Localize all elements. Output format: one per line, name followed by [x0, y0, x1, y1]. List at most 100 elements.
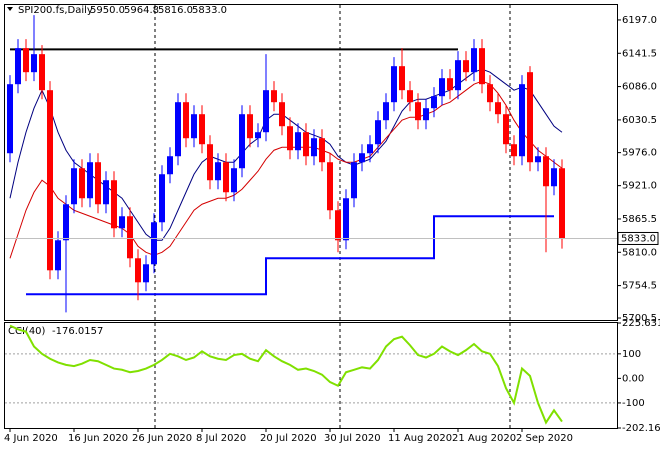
candle-body: [135, 258, 141, 283]
candle-body: [343, 198, 349, 241]
candle-body: [87, 162, 93, 199]
cci-value: -176.0157: [52, 326, 103, 337]
x-tick-label: 30 Jul 2020: [324, 433, 381, 444]
candle-body: [7, 84, 13, 154]
candle-body: [71, 168, 77, 205]
candle-body: [103, 180, 109, 205]
candle-body: [279, 102, 285, 127]
dropdown-arrow[interactable]: [7, 7, 13, 11]
candle-body: [415, 102, 421, 121]
x-tick-label: 2 Sep 2020: [516, 433, 573, 444]
candle-body: [463, 60, 469, 73]
candle-body: [479, 48, 485, 85]
candle-body: [407, 90, 413, 103]
candle-body: [31, 54, 37, 73]
x-tick-label: 21 Aug 2020: [452, 433, 516, 444]
candle-body: [263, 90, 269, 133]
candle-body: [503, 114, 509, 145]
candle-body: [159, 174, 165, 223]
candle-body: [247, 114, 253, 139]
candle-body: [391, 66, 397, 103]
y-tick-label: -100: [622, 398, 645, 409]
candle-body: [111, 180, 117, 229]
y-tick-label: 5700.5: [622, 313, 657, 324]
candle-body: [175, 102, 181, 157]
candle-body: [199, 114, 205, 145]
candle-body: [319, 138, 325, 163]
candle-body: [63, 204, 69, 241]
cci-panel-frame: [4, 322, 618, 429]
y-tick-label: 100: [622, 349, 641, 360]
y-tick-label: 0.00: [622, 373, 644, 384]
candle-body: [495, 102, 501, 115]
candle-body: [527, 72, 533, 163]
candle-body: [23, 48, 29, 73]
candle-body: [399, 66, 405, 91]
candle-body: [423, 108, 429, 121]
y-tick-label: 6086.0: [622, 82, 657, 93]
candle-body: [455, 60, 461, 91]
y-tick-label: 6141.5: [622, 48, 657, 59]
indicator-line: [9, 80, 563, 259]
candle-body: [183, 102, 189, 139]
y-tick-label: 5976.0: [622, 148, 657, 159]
y-tick-label: -202.160: [622, 423, 660, 434]
x-tick-label: 16 Jun 2020: [68, 433, 128, 444]
x-tick-label: 8 Jul 2020: [196, 433, 246, 444]
candle-body: [167, 156, 173, 175]
candle-body: [335, 210, 341, 241]
candle-body: [151, 222, 157, 265]
candle-body: [519, 84, 525, 157]
candle-body: [239, 114, 245, 169]
y-tick-label: 6197.0: [622, 15, 657, 26]
x-tick-label: 26 Jun 2020: [132, 433, 192, 444]
last-price-box: [617, 231, 659, 245]
candle-body: [39, 54, 45, 91]
candle-body: [295, 132, 301, 151]
candle-body: [439, 78, 445, 97]
candle-body: [511, 144, 517, 157]
indicator-line: [9, 68, 563, 241]
candle-body: [303, 132, 309, 157]
candle-body: [47, 90, 53, 271]
candle-body: [311, 138, 317, 157]
candle-body: [207, 144, 213, 181]
candle-body: [191, 114, 197, 139]
candle-body: [55, 240, 61, 271]
candle-body: [367, 144, 373, 154]
y-tick-label: 6030.5: [622, 115, 657, 126]
candle-body: [95, 162, 101, 205]
candle-body: [559, 168, 565, 239]
candle-body: [551, 168, 557, 187]
candle-body: [15, 48, 21, 85]
candle-body: [215, 162, 221, 181]
candle-body: [471, 48, 477, 73]
x-tick-label: 20 Jul 2020: [260, 433, 317, 444]
candle-body: [79, 168, 85, 199]
candle-body: [535, 156, 541, 163]
last-price-label: 5833.0: [621, 233, 656, 244]
candle-body: [375, 120, 381, 145]
candle-body: [351, 162, 357, 199]
candle-body: [127, 216, 133, 259]
candle-body: [543, 156, 549, 187]
y-tick-label: 5921.0: [622, 181, 657, 192]
candle-body: [487, 84, 493, 103]
low: 5816.0: [158, 5, 193, 16]
y-tick-label: 5810.0: [622, 247, 657, 258]
candle-body: [447, 78, 453, 91]
price-panel-frame: [4, 4, 618, 321]
y-tick-label: 5754.5: [622, 281, 657, 292]
x-tick-label: 11 Aug 2020: [388, 433, 452, 444]
candle-body: [327, 162, 333, 211]
candle-body: [231, 168, 237, 193]
close: 5833.0: [192, 5, 227, 16]
candle-body: [431, 96, 437, 109]
high: 5964.8: [124, 5, 159, 16]
candle-body: [223, 162, 229, 193]
open: 5950.0: [90, 5, 125, 16]
y-tick-label: 5865.5: [622, 214, 657, 225]
indicator-line: [26, 215, 554, 296]
